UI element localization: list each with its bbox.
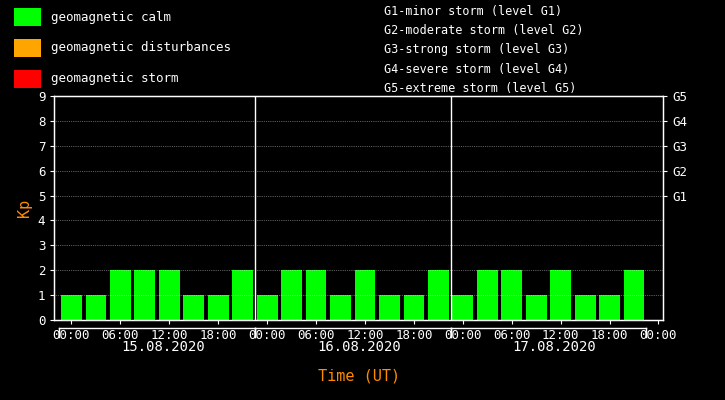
Text: 17.08.2020: 17.08.2020 [513,340,597,354]
Bar [575,295,595,320]
Bar [502,270,522,320]
Bar [281,270,302,320]
Bar [599,295,620,320]
Text: Time (UT): Time (UT) [318,368,400,384]
Bar [86,295,107,320]
Bar [452,295,473,320]
Bar [526,295,547,320]
Text: 15.08.2020: 15.08.2020 [121,340,205,354]
Text: G2-moderate storm (level G2): G2-moderate storm (level G2) [384,24,584,37]
Text: G5-extreme storm (level G5): G5-extreme storm (level G5) [384,82,576,95]
FancyBboxPatch shape [14,70,41,88]
Bar [306,270,326,320]
Text: G1-minor storm (level G1): G1-minor storm (level G1) [384,4,562,18]
Bar [232,270,253,320]
Bar [355,270,376,320]
Text: G3-strong storm (level G3): G3-strong storm (level G3) [384,43,569,56]
Text: geomagnetic storm: geomagnetic storm [51,72,179,85]
Bar [134,270,155,320]
Bar [159,270,180,320]
Text: geomagnetic calm: geomagnetic calm [51,11,171,24]
Text: geomagnetic disturbances: geomagnetic disturbances [51,42,231,54]
Bar [110,270,130,320]
Bar [257,295,278,320]
Bar [61,295,82,320]
Bar [379,295,400,320]
Bar [624,270,645,320]
Bar [330,295,351,320]
Bar [550,270,571,320]
Text: G4-severe storm (level G4): G4-severe storm (level G4) [384,63,569,76]
FancyBboxPatch shape [14,39,41,57]
Bar [183,295,204,320]
Bar [404,295,424,320]
Bar [428,270,449,320]
Bar [208,295,228,320]
Bar [477,270,497,320]
Text: 16.08.2020: 16.08.2020 [317,340,401,354]
FancyBboxPatch shape [14,8,41,26]
Y-axis label: Kp: Kp [17,199,33,217]
